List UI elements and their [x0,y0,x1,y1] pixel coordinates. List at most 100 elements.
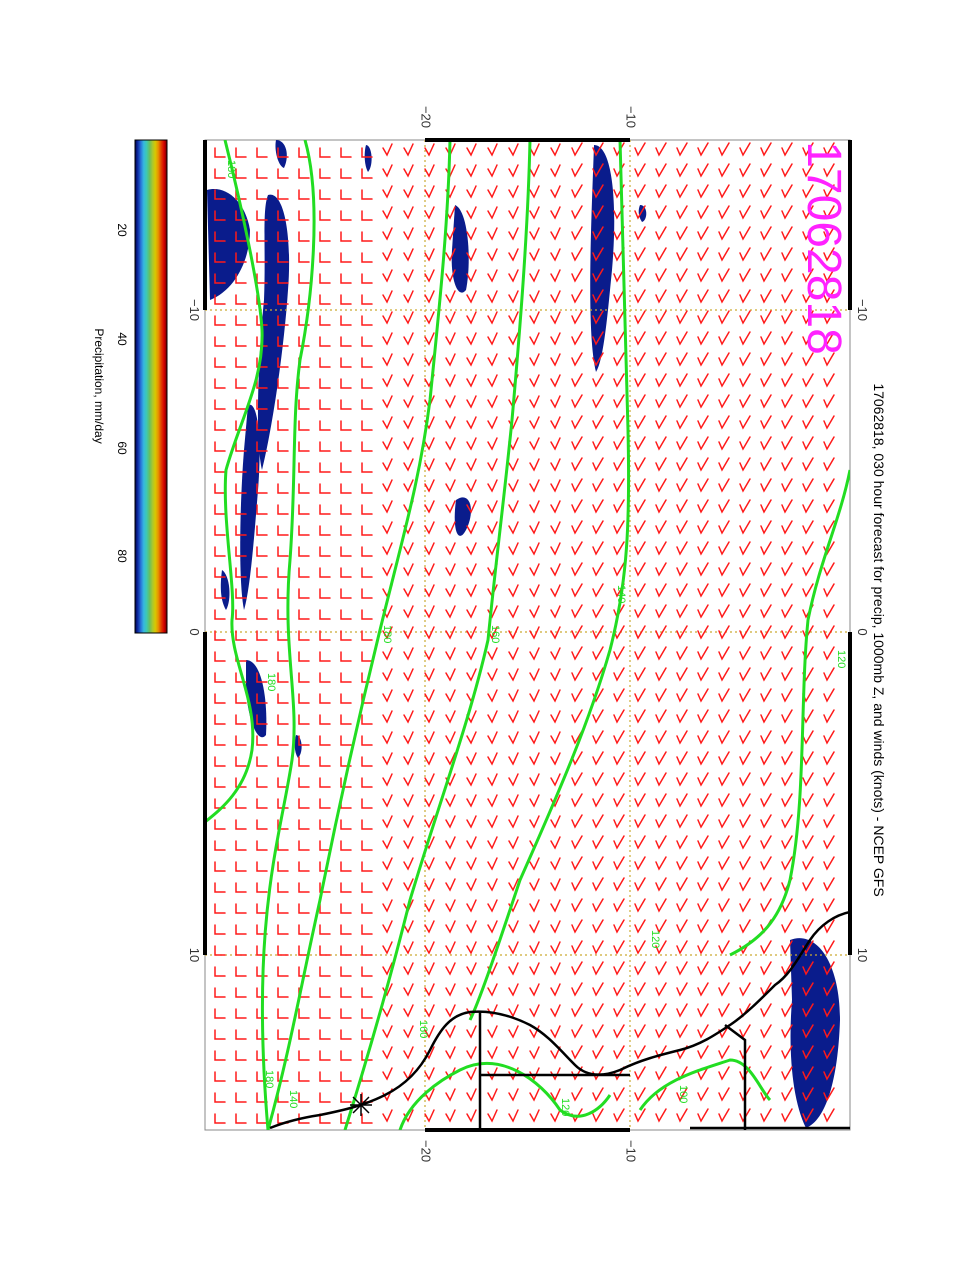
wind-barb [697,1024,709,1039]
wind-barb [802,1108,814,1123]
wind-barb [655,268,667,283]
contour-label: 180 [265,673,277,691]
wind-barb [277,294,289,305]
wind-barb [277,546,289,557]
wind-barb [214,903,226,914]
wind-barb [634,1045,646,1060]
wind-barb [340,819,352,830]
wind-barb [571,583,583,598]
precip-blob [790,938,840,1128]
wind-barb [487,1088,498,1102]
wind-barb [697,457,709,472]
wind-barb [256,819,268,830]
wind-barb [823,310,835,325]
wind-barb [592,709,604,724]
wind-barb [508,857,519,871]
wind-barb [319,399,331,410]
wind-barb [634,478,646,493]
wind-barb [529,647,540,661]
wind-barb [319,903,331,914]
wind-barb [466,962,477,976]
wind-barb [718,604,730,619]
wind-barb [697,268,709,283]
wind-barb [214,399,226,410]
wind-barb [655,751,667,766]
wind-barb [718,625,730,640]
wind-barb [634,310,646,325]
wind-barb [466,857,477,871]
wind-barb [781,919,793,934]
wind-barb [592,1087,604,1102]
wind-barb [676,982,688,997]
wind-barb [613,982,625,997]
precip-blob [257,194,290,470]
wind-barb [697,142,709,157]
wind-barb [487,836,498,850]
wind-barb [823,1108,835,1123]
wind-barb [298,546,310,557]
wind-barb [823,520,835,535]
wind-barb [508,941,519,955]
wind-barb [256,441,268,452]
wind-barb [403,689,414,703]
wind-barb [655,583,667,598]
wind-barb [697,499,709,514]
wind-barb [298,1092,310,1103]
wind-barb [592,415,604,430]
wind-barb [298,882,310,893]
wind-barb [550,647,561,661]
wind-barb [634,1066,646,1081]
wind-barb [466,311,477,325]
wind-barb [655,205,667,220]
wind-barb [277,672,289,683]
wind-barb [487,395,498,409]
wind-barb [739,877,751,892]
wind-barb [382,920,393,934]
wind-barb [214,630,226,641]
wind-barb [235,525,247,536]
wind-barb [319,357,331,368]
wind-barb [403,878,414,892]
wind-barb [571,310,583,325]
wind-barb [445,983,456,997]
wind-barb [655,352,667,367]
wind-barb [739,457,751,472]
wind-barb [676,478,688,493]
wind-barb [487,290,498,304]
wind-barb [277,651,289,662]
wind-barb [214,987,226,998]
contour-label: 120 [559,1098,571,1116]
wind-barb [781,940,793,955]
wind-barb [487,437,498,451]
wind-barb [697,1003,709,1018]
wind-barb [760,877,772,892]
wind-barb [571,247,583,262]
wind-barb [361,819,373,830]
wind-barb [235,504,247,515]
wind-barb [445,1067,456,1081]
wind-barb [760,1024,772,1039]
wind-barb [760,142,772,157]
wind-barb [403,542,414,556]
wind-barb [634,583,646,598]
wind-barb [487,332,498,346]
wind-barb [655,667,667,682]
wind-barb [298,693,310,704]
wind-barb [718,1045,730,1060]
wind-barb [361,420,373,431]
wind-barb [382,416,393,430]
wind-barb [613,478,625,493]
wind-barb [718,982,730,997]
wind-barb [802,478,814,493]
wind-barb [382,710,393,724]
wind-barb [382,269,393,283]
lon-label-right: 0 [855,628,870,635]
wind-barb [277,441,289,452]
wind-barb [550,920,561,934]
wind-barb [487,164,498,178]
wind-barb [718,268,730,283]
wind-barb [529,1004,540,1018]
wind-barb [739,541,751,556]
wind-barb [571,415,583,430]
wind-barb [802,163,814,178]
